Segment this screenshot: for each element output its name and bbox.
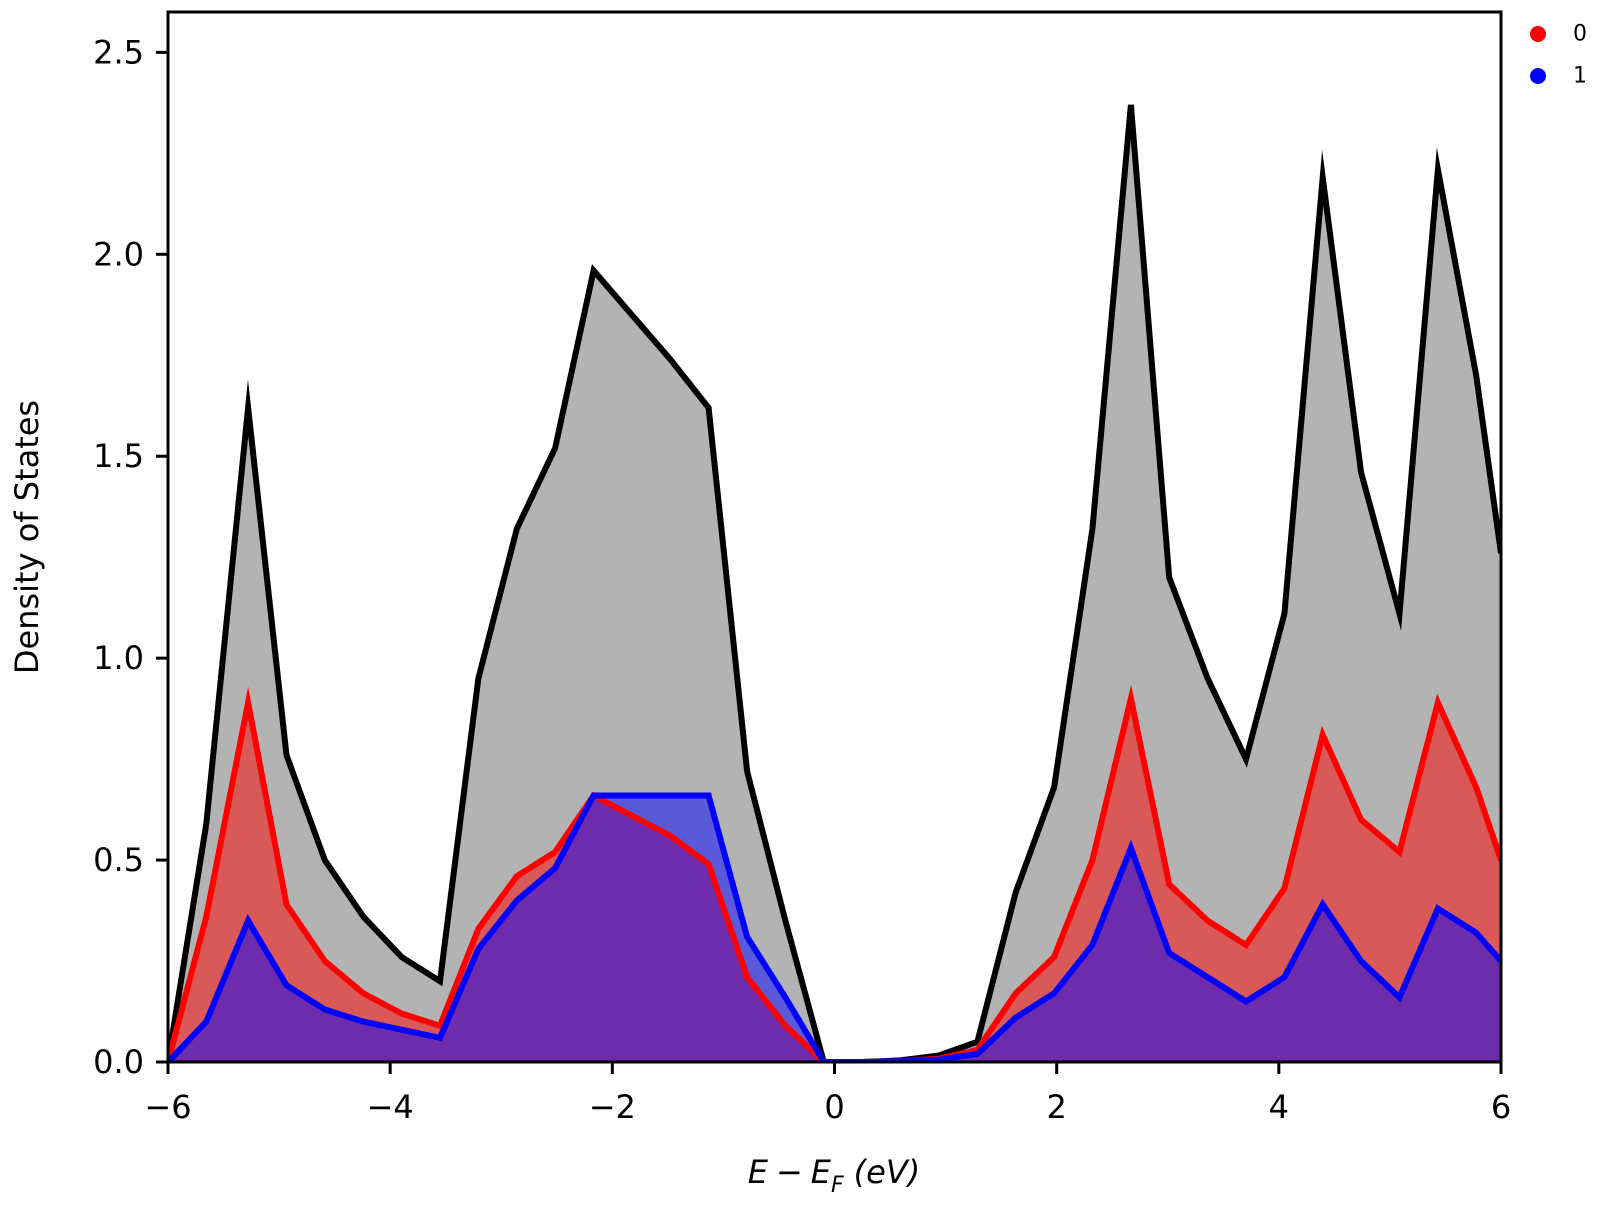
x-tick-label: 6 [1491,1088,1511,1126]
series-1-line [168,792,1501,1062]
x-axis-ticks: −6 −4 −2 0 2 4 6 [144,1062,1511,1126]
x-tick-label: −4 [367,1088,414,1126]
legend-label-0: 0 [1573,22,1587,47]
legend-marker-0 [1530,26,1546,42]
x-axis-title: E − EF (eV) [748,1153,920,1198]
x-tick-label: 0 [824,1088,844,1126]
series-fills [168,104,1501,1062]
y-tick-label: 2.5 [93,33,144,71]
y-axis-title: Density of States [8,400,46,674]
y-tick-label: 1.0 [93,639,144,677]
y-tick-label: 1.5 [93,437,144,475]
y-axis-ticks: 0.0 0.5 1.0 1.5 2.0 2.5 [93,33,168,1081]
series-1-area [168,795,1501,1062]
series-0-line [168,684,1501,1062]
y-tick-label: 0.0 [93,1043,144,1081]
series-total-area [168,104,1501,1062]
x-tick-label: 4 [1269,1088,1289,1126]
series-lines [168,104,1501,1062]
legend: 01 [1530,22,1587,89]
y-tick-label: 2.0 [93,235,144,273]
y-tick-label: 0.5 [93,841,144,879]
legend-marker-1 [1530,68,1546,84]
x-tick-label: −2 [589,1088,636,1126]
series-total-line [168,104,1501,1062]
legend-label-1: 1 [1573,64,1587,89]
x-tick-label: −6 [144,1088,191,1126]
x-tick-label: 2 [1046,1088,1066,1126]
